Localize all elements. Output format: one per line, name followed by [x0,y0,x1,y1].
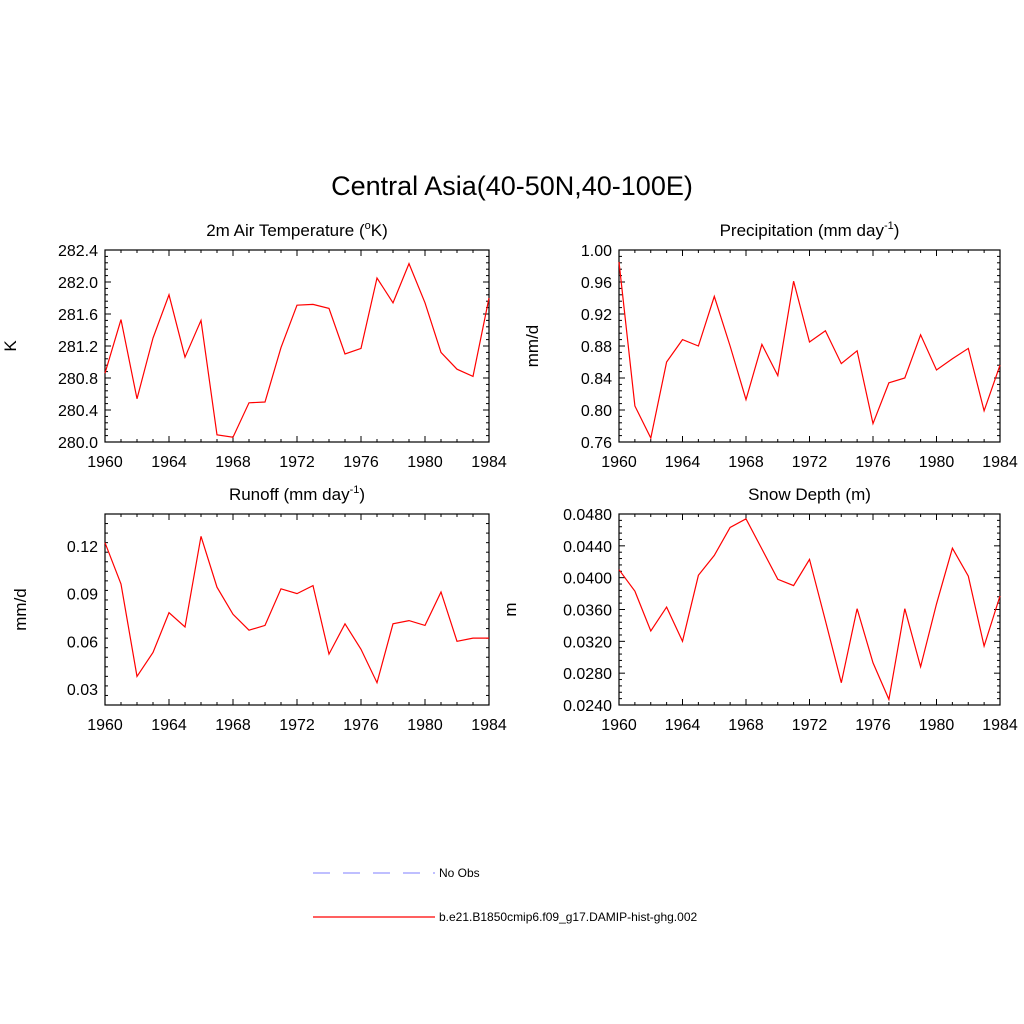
plot-frame [618,513,1001,706]
x-tick-label: 1980 [919,454,955,471]
x-tick-label: 1972 [792,717,828,734]
x-tick-label: 1972 [279,717,315,734]
y-tick-label: 0.0280 [563,666,612,683]
y-axis-label: m [501,602,520,616]
chart-panel-top-left: 1960 1964 1968 1972 1976 1980 1984 280.0 280.4 28… [1,220,507,471]
y-tick-label: 282.4 [58,243,98,260]
x-tick-label: 1960 [601,717,637,734]
y-tick-label: 281.6 [58,307,98,324]
plot-frame [104,513,490,706]
panel-title-tail: ) [894,221,900,240]
series-line [104,262,490,438]
x-tick-label: 1964 [665,717,701,734]
panel-title-main: Precipitation (mm day [720,221,885,240]
panel-title-main: Snow Depth (m) [748,485,871,504]
y-axis-label: mm/d [523,325,542,368]
x-tick-label: 1968 [728,454,764,471]
y-tick-label: 280.4 [58,403,98,420]
x-tick-label: 1972 [792,454,828,471]
series-line [618,517,1001,702]
y-axis-label: mm/d [11,588,30,631]
y-tick-label: 0.96 [581,275,612,292]
series-line [618,261,1001,440]
y-tick-label: 0.12 [67,539,98,556]
panels: 1960 1964 1968 1972 1976 1980 1984 280.0 280.4 28… [1,220,1018,734]
y-tick-label: 0.06 [67,634,98,651]
y-tick-label: 281.2 [58,339,98,356]
chart-panel-bottom-right: 1960 1964 1968 1972 1976 1980 1984 0.0240 0.0280… [501,485,1018,734]
panel-title: Runoff (mm day-1) [229,484,365,504]
panel-title-superscript: o [365,220,371,232]
chart-panel-top-right: 1960 1964 1968 1972 1976 1980 1984 0.76 0.80 0.84… [523,220,1018,471]
y-tick-label: 0.92 [581,307,612,324]
legend: No Obs b.e21.B1850cmip6.f09_g17.DAMIP-hi… [313,866,697,924]
y-tick-label: 0.03 [67,682,98,699]
y-tick-label: 0.80 [581,403,612,420]
x-tick-label: 1980 [919,717,955,734]
y-tick-label: 0.09 [67,587,98,604]
figure-title: Central Asia(40-50N,40-100E) [331,171,693,201]
x-tick-label: 1984 [982,454,1018,471]
x-tick-label: 1960 [601,454,637,471]
chart-panel-bottom-left: 1960 1964 1968 1972 1976 1980 1984 0.03 0.06 0.09… [11,484,507,734]
x-tick-label: 1968 [728,717,764,734]
legend-model-label: b.e21.B1850cmip6.f09_g17.DAMIP-hist-ghg.… [439,910,697,924]
x-tick-label: 1968 [215,717,251,734]
x-tick-label: 1968 [215,454,251,471]
y-tick-label: 0.0360 [563,603,612,620]
panel-title-main: Runoff (mm day [229,485,350,504]
panel-title-superscript: -1 [350,484,360,496]
series-line [104,536,489,685]
x-tick-label: 1984 [471,454,507,471]
y-tick-label: 0.0480 [563,507,612,524]
x-tick-label: 1972 [279,454,315,471]
y-tick-label: 0.0440 [563,539,612,556]
x-tick-label: 1976 [855,454,891,471]
x-tick-label: 1960 [87,454,123,471]
x-tick-label: 1960 [87,717,123,734]
y-axis-label: K [1,340,20,352]
plot-frame [618,249,1001,443]
panel-title-main: 2m Air Temperature ( [206,221,365,240]
y-tick-label: 0.0240 [563,698,612,715]
y-tick-label: 0.84 [581,371,612,388]
panel-title-tail: K) [371,221,388,240]
panel-title: Precipitation (mm day-1) [720,220,900,240]
y-tick-label: 0.0320 [563,634,612,651]
x-tick-label: 1984 [471,717,507,734]
x-tick-label: 1980 [407,717,443,734]
x-tick-label: 1964 [665,454,701,471]
legend-obs-label: No Obs [439,866,480,880]
x-tick-label: 1964 [151,717,187,734]
plot-frame [104,249,490,443]
y-tick-label: 0.0400 [563,571,612,588]
x-tick-label: 1976 [855,717,891,734]
x-tick-label: 1976 [343,717,379,734]
panel-title-tail: ) [359,485,365,504]
panel-title-superscript: -1 [884,220,894,232]
x-tick-label: 1976 [343,454,379,471]
x-tick-label: 1984 [982,717,1018,734]
y-tick-label: 280.0 [58,435,98,452]
y-tick-label: 282.0 [58,275,98,292]
y-tick-label: 280.8 [58,371,98,388]
panel-title: Snow Depth (m) [748,485,871,504]
panel-title: 2m Air Temperature (oK) [206,220,388,240]
y-tick-label: 1.00 [581,243,612,260]
x-tick-label: 1980 [407,454,443,471]
y-tick-label: 0.88 [581,339,612,356]
y-tick-label: 0.76 [581,435,612,452]
x-tick-label: 1964 [151,454,187,471]
